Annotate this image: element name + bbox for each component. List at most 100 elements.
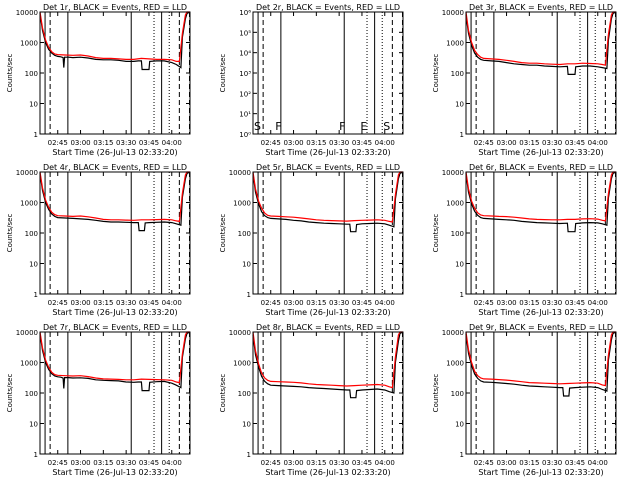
x-tick-label: 04:00 bbox=[162, 139, 182, 147]
x-tick-label: 03:45 bbox=[565, 299, 585, 307]
y-tick-label: 100 bbox=[25, 230, 38, 238]
y-tick-label: 10¹ bbox=[239, 111, 251, 119]
series-line-events bbox=[252, 171, 404, 233]
x-tick-label: 03:30 bbox=[329, 139, 349, 147]
plot-frame bbox=[39, 11, 191, 135]
y-tick-label: 10³ bbox=[239, 70, 251, 78]
series-line-lld bbox=[465, 11, 616, 66]
x-tick-label: 04:00 bbox=[588, 459, 608, 467]
plot-frame bbox=[39, 331, 191, 455]
x-tick-label: 03:15 bbox=[306, 139, 326, 147]
y-tick-label: 1 bbox=[460, 451, 464, 459]
y-tick-label: 10 bbox=[242, 261, 251, 269]
x-tick-label: 03:15 bbox=[93, 299, 113, 307]
plot-frame bbox=[465, 331, 617, 455]
x-tick-label: 03:45 bbox=[352, 459, 372, 467]
series-line-events bbox=[465, 11, 617, 76]
series-line-lld bbox=[252, 171, 403, 223]
y-tick-label: 10 bbox=[455, 101, 464, 109]
y-tick-label: 1000 bbox=[446, 40, 464, 48]
y-tick-label: 10000 bbox=[16, 9, 38, 17]
y-axis-label: Counts/sec bbox=[432, 54, 440, 93]
y-tick-label: 10000 bbox=[16, 329, 38, 337]
x-tick-label: 03:45 bbox=[139, 459, 159, 467]
y-tick-label: 1000 bbox=[446, 200, 464, 208]
y-tick-label: 1000 bbox=[233, 200, 251, 208]
x-tick-label: 03:00 bbox=[70, 459, 90, 467]
y-tick-label: 100 bbox=[238, 390, 251, 398]
x-tick-label: 03:00 bbox=[70, 299, 90, 307]
marker-label-0: S bbox=[254, 120, 261, 133]
x-tick-label: 04:00 bbox=[375, 299, 395, 307]
marker-label-1: F bbox=[275, 120, 281, 133]
y-tick-label: 10000 bbox=[442, 9, 464, 17]
y-tick-label: 10⁶ bbox=[239, 9, 251, 17]
marker-label-2: F bbox=[339, 120, 345, 133]
x-tick-label: 03:45 bbox=[352, 299, 372, 307]
x-tick-label: 02:45 bbox=[474, 459, 494, 467]
chart-title: Det 6r, BLACK = Events, RED = LLD bbox=[469, 163, 613, 172]
x-tick-label: 03:15 bbox=[519, 139, 539, 147]
x-tick-label: 03:45 bbox=[565, 139, 585, 147]
plot-frame bbox=[465, 11, 617, 135]
series-line-events bbox=[39, 171, 191, 232]
x-axis-label: Start Time (26-Jul-13 02:33:20) bbox=[265, 468, 390, 477]
x-tick-label: 03:00 bbox=[283, 139, 303, 147]
y-tick-label: 100 bbox=[451, 230, 464, 238]
y-axis-label: Counts/sec bbox=[6, 374, 14, 413]
x-tick-label: 03:15 bbox=[306, 459, 326, 467]
x-tick-label: 03:30 bbox=[116, 299, 136, 307]
panel-det3: 1 10 100 1000 10000 02:45 03:00 03:15 03:30 03:45… bbox=[432, 3, 617, 157]
x-tick-label: 04:00 bbox=[162, 459, 182, 467]
x-tick-label: 03:30 bbox=[542, 139, 562, 147]
marker-label-4: S bbox=[383, 120, 390, 133]
x-tick-label: 03:15 bbox=[93, 139, 113, 147]
x-tick-label: 03:30 bbox=[542, 459, 562, 467]
x-tick-label: 03:00 bbox=[283, 299, 303, 307]
x-tick-label: 03:30 bbox=[329, 299, 349, 307]
plot-frame bbox=[465, 171, 617, 295]
y-tick-label: 1000 bbox=[446, 360, 464, 368]
panel-det5: 1 10 100 1000 10000 02:45 03:00 03:15 03:30 03:45… bbox=[219, 163, 404, 317]
x-tick-label: 02:45 bbox=[474, 139, 494, 147]
marker-label-3: E bbox=[360, 120, 367, 133]
y-tick-label: 10000 bbox=[229, 329, 251, 337]
x-tick-label: 03:00 bbox=[496, 299, 516, 307]
chart-title: Det 1r, BLACK = Events, RED = LLD bbox=[43, 3, 187, 12]
chart-title: Det 5r, BLACK = Events, RED = LLD bbox=[256, 163, 400, 172]
series-line-lld bbox=[39, 331, 190, 384]
x-tick-label: 03:30 bbox=[116, 459, 136, 467]
plot-frame bbox=[252, 331, 404, 455]
series-line-lld bbox=[465, 171, 616, 222]
x-tick-label: 03:00 bbox=[496, 139, 516, 147]
y-tick-label: 1 bbox=[34, 451, 38, 459]
y-axis-label: Counts/sec bbox=[432, 214, 440, 253]
x-tick-label: 03:30 bbox=[542, 299, 562, 307]
x-tick-label: 04:00 bbox=[375, 459, 395, 467]
y-tick-label: 10000 bbox=[442, 169, 464, 177]
series-line-lld bbox=[39, 171, 190, 223]
x-tick-label: 02:45 bbox=[48, 139, 68, 147]
x-axis-label: Start Time (26-Jul-13 02:33:20) bbox=[52, 148, 177, 157]
x-tick-label: 03:45 bbox=[139, 299, 159, 307]
chart-title: Det 3r, BLACK = Events, RED = LLD bbox=[469, 3, 613, 12]
x-tick-label: 03:45 bbox=[565, 459, 585, 467]
series-line-events bbox=[39, 11, 191, 71]
y-tick-label: 10 bbox=[242, 421, 251, 429]
x-axis-label: Start Time (26-Jul-13 02:33:20) bbox=[265, 148, 390, 157]
panel-det7: 1 10 100 1000 10000 02:45 03:00 03:15 03:30 03:45… bbox=[6, 323, 191, 477]
x-tick-label: 04:00 bbox=[588, 299, 608, 307]
series-line-lld bbox=[39, 11, 190, 63]
x-tick-label: 02:45 bbox=[261, 299, 281, 307]
x-tick-label: 03:15 bbox=[519, 299, 539, 307]
panel-det1: 1 10 100 1000 10000 02:45 03:00 03:15 03:30 03:45… bbox=[6, 3, 191, 157]
y-tick-label: 100 bbox=[451, 70, 464, 78]
y-axis-label: Counts/sec bbox=[6, 54, 14, 93]
panel-det9: 1 10 100 1000 10000 02:45 03:00 03:15 03:30 03:45… bbox=[432, 323, 617, 477]
x-tick-label: 03:30 bbox=[329, 459, 349, 467]
x-axis-label: Start Time (26-Jul-13 02:33:20) bbox=[478, 468, 603, 477]
y-tick-label: 1 bbox=[34, 131, 38, 139]
y-tick-label: 100 bbox=[25, 390, 38, 398]
